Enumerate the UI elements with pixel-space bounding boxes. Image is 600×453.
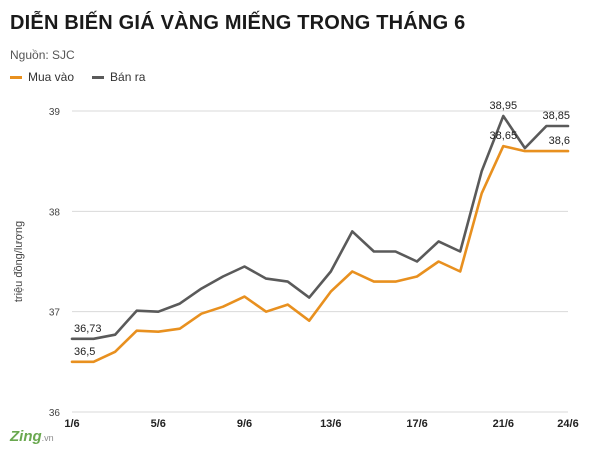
y-tick-label: 39 <box>49 107 61 118</box>
data-label-sell: 36,73 <box>74 323 102 335</box>
legend-swatch-sell <box>92 75 105 79</box>
source-note: Nguồn: SJC <box>10 48 75 62</box>
zing-logo-brand: Zing <box>10 428 42 445</box>
x-tick-label: 1/6 <box>64 418 79 430</box>
legend: Mua vào Bán ra <box>10 70 145 84</box>
x-tick-label: 9/6 <box>237 418 252 430</box>
data-label-buy: 36,5 <box>74 346 95 358</box>
x-tick-label: 13/6 <box>320 418 341 430</box>
legend-item-buy: Mua vào <box>10 70 74 84</box>
series-line-sell <box>70 114 570 341</box>
data-label-sell: 38,95 <box>490 100 518 112</box>
x-tick-label: 17/6 <box>406 418 427 430</box>
data-label-sell: 38,85 <box>542 110 570 122</box>
legend-item-sell: Bán ra <box>92 70 145 84</box>
y-tick-label: 36 <box>49 408 61 419</box>
y-tick-label: 37 <box>49 308 61 319</box>
legend-label-sell: Bán ra <box>110 70 146 84</box>
zing-logo-suffix: .vn <box>41 433 54 443</box>
chart-title: DIỄN BIẾN GIÁ VÀNG MIẾNG TRONG THÁNG 6 <box>10 12 466 34</box>
legend-label-buy: Mua vào <box>28 70 75 84</box>
zing-logo: Zing.vn <box>10 428 54 445</box>
legend-swatch-buy <box>10 75 22 79</box>
y-axis-label: triệu đồng/lượng <box>13 221 25 302</box>
x-tick-label: 21/6 <box>493 418 514 430</box>
y-tick-label: 38 <box>49 207 61 218</box>
data-label-buy: 38,65 <box>490 130 518 142</box>
x-tick-label: 24/6 <box>557 418 578 430</box>
series-line-buy <box>70 144 570 364</box>
x-tick-label: 5/6 <box>151 418 166 430</box>
data-label-buy: 38,6 <box>549 135 570 147</box>
